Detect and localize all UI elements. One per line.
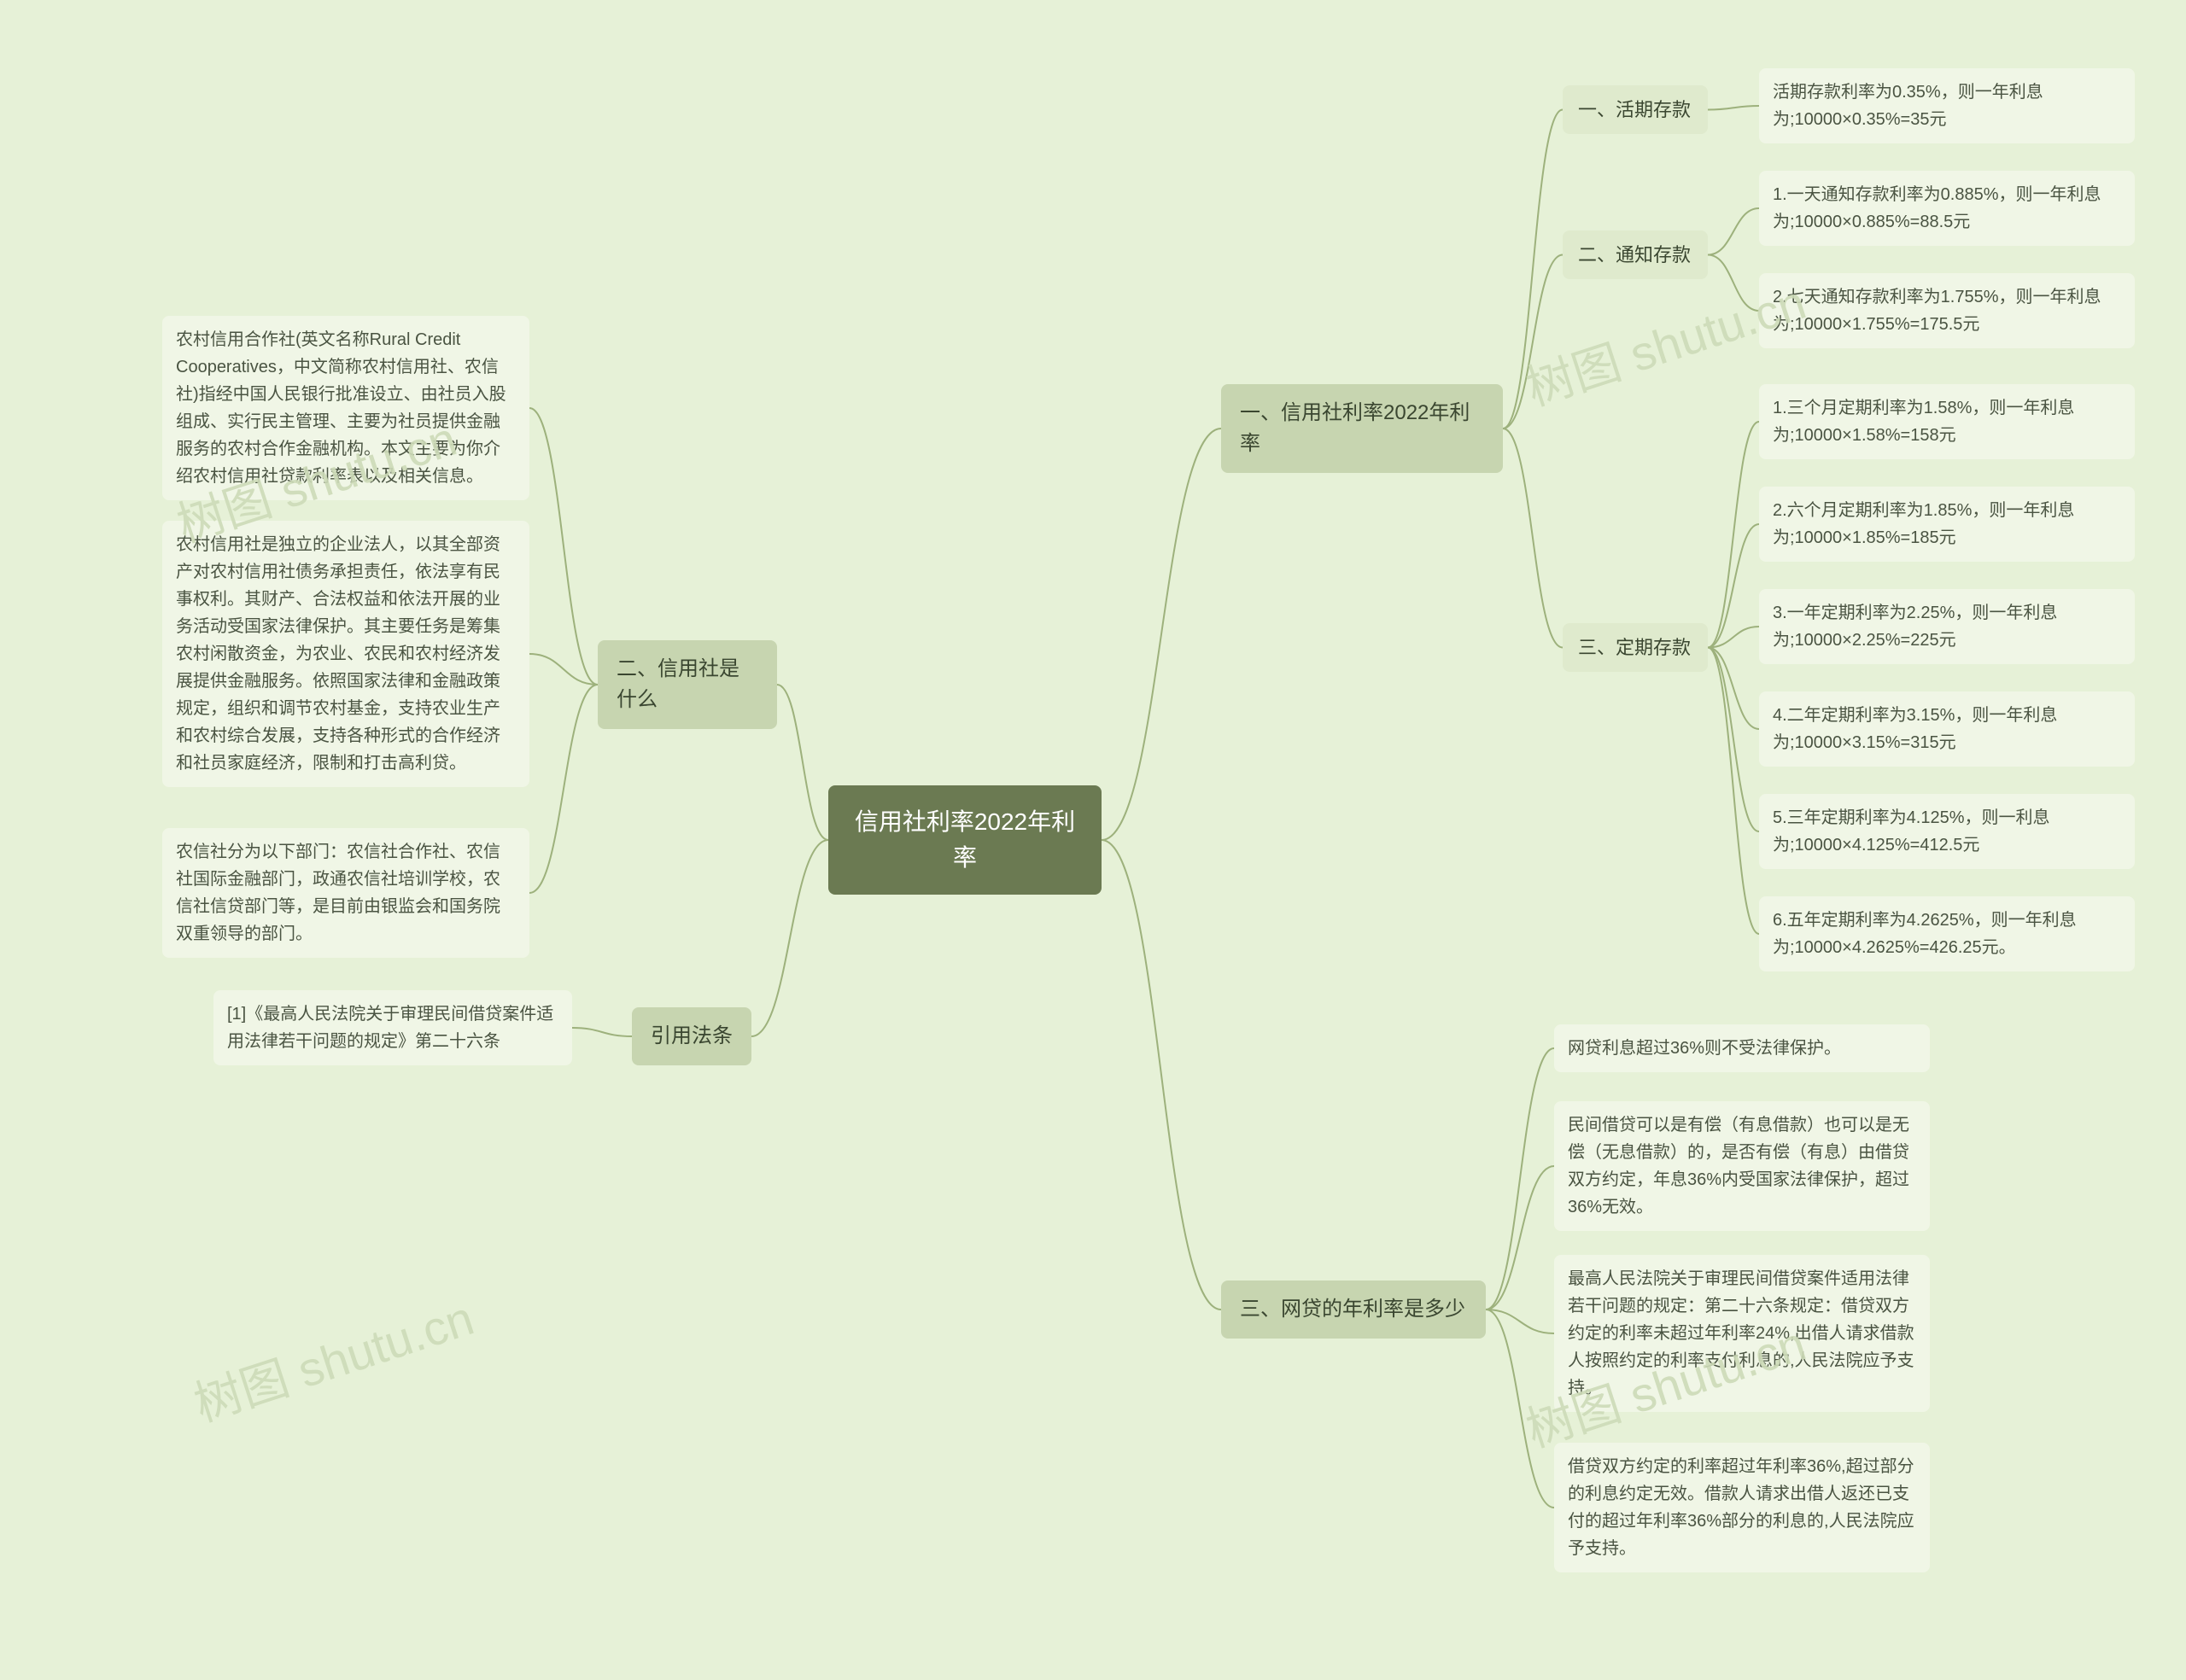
- leaf-r2-0: 网贷利息超过36%则不受法律保护。: [1554, 1024, 1930, 1072]
- leaf-r1-c3-3: 4.二年定期利率为3.15%，则一年利息为;10000×3.15%=315元: [1759, 691, 2135, 767]
- leaf-r1-c2-0: 1.一天通知存款利率为0.885%，则一年利息为;10000×0.885%=88…: [1759, 171, 2135, 246]
- leaf-l2-0: [1]《最高人民法院关于审理民间借贷案件适用法律若干问题的规定》第二十六条: [213, 990, 572, 1065]
- leaf-r1-c3-0: 1.三个月定期利率为1.58%，则一年利息为;10000×1.58%=158元: [1759, 384, 2135, 459]
- branch-l2: 引用法条: [632, 1007, 751, 1065]
- root-node: 信用社利率2022年利率: [828, 785, 1102, 895]
- leaf-r1-c2-1: 2.七天通知存款利率为1.755%，则一年利息为;10000×1.755%=17…: [1759, 273, 2135, 348]
- branch-r1-c3: 三、定期存款: [1563, 623, 1708, 672]
- leaf-l1-1: 农村信用社是独立的企业法人，以其全部资产对农村信用社债务承担责任，依法享有民事权…: [162, 521, 529, 787]
- branch-r1-c1: 一、活期存款: [1563, 85, 1708, 134]
- branch-r1-c2: 二、通知存款: [1563, 230, 1708, 279]
- branch-r1: 一、信用社利率2022年利率: [1221, 384, 1503, 473]
- branch-r2: 三、网贷的年利率是多少: [1221, 1280, 1486, 1339]
- branch-l1: 二、信用社是什么: [598, 640, 777, 729]
- leaf-r2-1: 民间借贷可以是有偿（有息借款）也可以是无偿（无息借款）的，是否有偿（有息）由借贷…: [1554, 1101, 1930, 1231]
- leaf-r2-2: 最高人民法院关于审理民间借贷案件适用法律若干问题的规定：第二十六条规定：借贷双方…: [1554, 1255, 1930, 1412]
- leaf-r2-3: 借贷双方约定的利率超过年利率36%,超过部分的利息约定无效。借款人请求出借人返还…: [1554, 1443, 1930, 1572]
- leaf-r1-c3-1: 2.六个月定期利率为1.85%，则一年利息为;10000×1.85%=185元: [1759, 487, 2135, 562]
- leaf-l1-0: 农村信用合作社(英文名称Rural Credit Cooperatives，中文…: [162, 316, 529, 500]
- leaf-r1-c3-5: 6.五年定期利率为4.2625%，则一年利息为;10000×4.2625%=42…: [1759, 896, 2135, 971]
- leaf-r1-c3-4: 5.三年定期利率为4.125%，则一利息为;10000×4.125%=412.5…: [1759, 794, 2135, 869]
- leaf-l1-2: 农信社分为以下部门：农信社合作社、农信社国际金融部门，政通农信社培训学校，农信社…: [162, 828, 529, 958]
- leaf-r1-c1-0: 活期存款利率为0.35%，则一年利息为;10000×0.35%=35元: [1759, 68, 2135, 143]
- watermark: 树图 shutu.cn: [184, 1280, 482, 1436]
- leaf-r1-c3-2: 3.一年定期利率为2.25%，则一年利息为;10000×2.25%=225元: [1759, 589, 2135, 664]
